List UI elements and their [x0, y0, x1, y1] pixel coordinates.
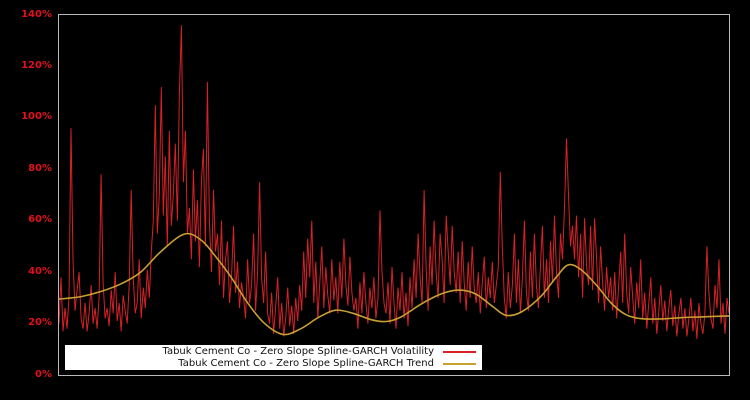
y-axis-tick-label: 60%: [28, 214, 52, 226]
y-axis-tick-label: 100%: [21, 111, 52, 123]
y-axis-tick-label: 20%: [28, 317, 52, 329]
plot-area: [58, 14, 730, 376]
legend-label-trend: Tabuk Cement Co - Zero Slope Spline-GARC…: [178, 358, 434, 369]
legend-label-volatility: Tabuk Cement Co - Zero Slope Spline-GARC…: [162, 346, 434, 357]
legend-item-trend: Tabuk Cement Co - Zero Slope Spline-GARC…: [65, 358, 482, 370]
chart-legend: Tabuk Cement Co - Zero Slope Spline-GARC…: [65, 345, 482, 370]
chart-canvas: [59, 25, 729, 340]
y-axis-tick-label: 80%: [28, 162, 52, 174]
y-axis-tick-label: 40%: [28, 265, 52, 277]
trend-series-line: [59, 232, 729, 336]
legend-line-sample-trend: [443, 362, 476, 365]
legend-item-volatility: Tabuk Cement Co - Zero Slope Spline-GARC…: [65, 346, 482, 358]
y-axis-tick-label: 0%: [35, 368, 52, 380]
volatility-series-line: [59, 25, 729, 340]
y-axis-tick-label: 140%: [21, 8, 52, 20]
y-axis-tick-label: 120%: [21, 59, 52, 71]
legend-line-sample-volatility: [443, 350, 476, 353]
